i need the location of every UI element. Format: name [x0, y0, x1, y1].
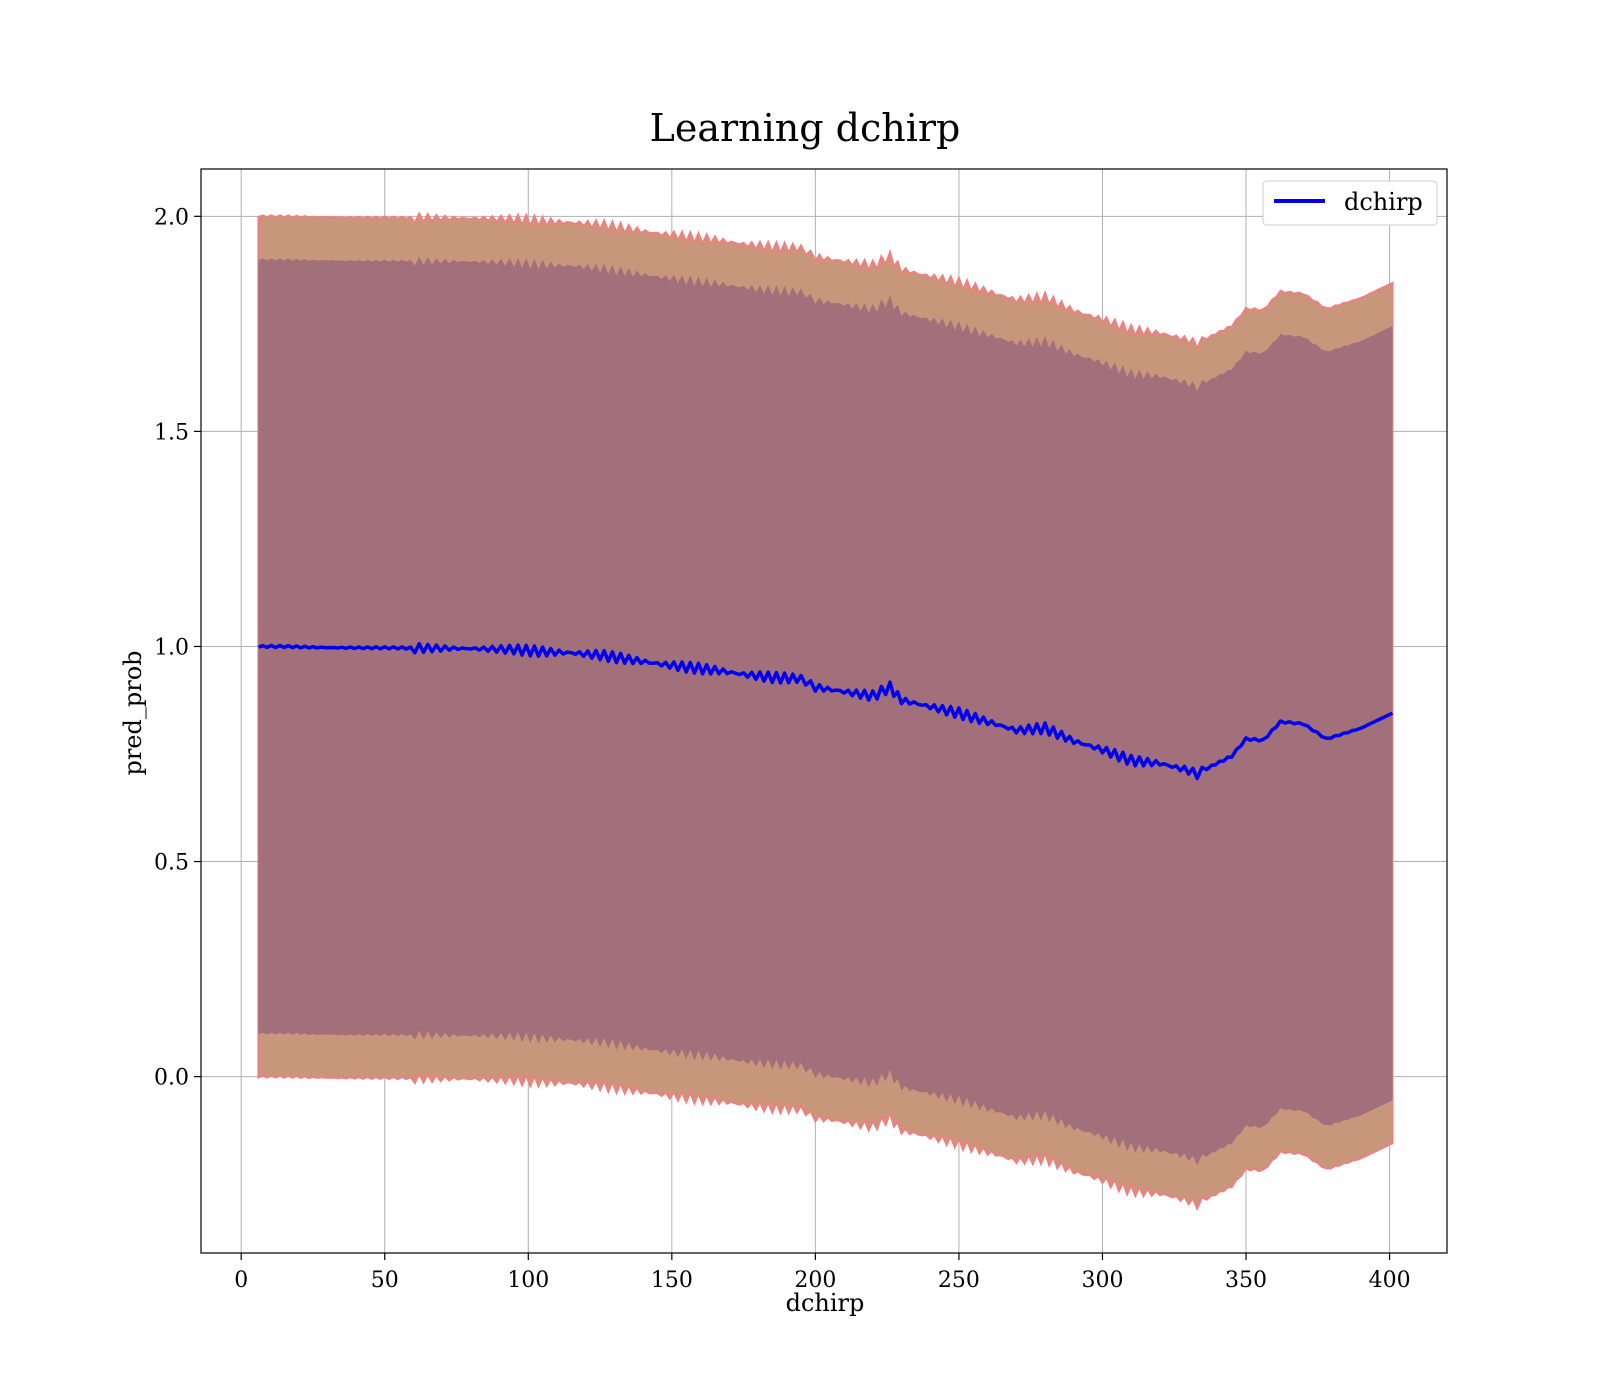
- x-tick-label-4: 200: [794, 1268, 836, 1293]
- confidence-bands: [257, 211, 1394, 1212]
- y-tick-label-1: 0.5: [154, 851, 189, 876]
- x-axis-label: dchirp: [786, 1289, 865, 1317]
- x-tick-label-1: 50: [371, 1268, 399, 1293]
- x-tick-label-2: 100: [507, 1268, 549, 1293]
- x-axis-ticks: 0 50 100 150 200 250 300 350 400: [234, 1253, 1411, 1293]
- x-tick-label-6: 300: [1081, 1268, 1123, 1293]
- chart-title: Learning dchirp: [650, 106, 961, 150]
- inner-band: [258, 256, 1393, 1166]
- y-tick-label-0: 0.0: [154, 1066, 189, 1091]
- x-tick-label-7: 350: [1225, 1268, 1267, 1293]
- legend-box: [1262, 180, 1438, 226]
- y-axis-label: pred_prob: [119, 650, 147, 775]
- series-lines: [257, 641, 1394, 781]
- legend: dchirp: [1262, 180, 1438, 226]
- plot-frame: [200, 168, 1448, 1254]
- x-tick-label-8: 400: [1369, 1268, 1411, 1293]
- x-tick-label-0: 0: [234, 1268, 248, 1293]
- y-tick-label-4: 2.0: [154, 205, 189, 230]
- x-tick-label-5: 250: [938, 1268, 980, 1293]
- x-tick-label-3: 150: [651, 1268, 693, 1293]
- y-axis-ticks: 0.0 0.5 1.0 1.5 2.0: [154, 205, 201, 1091]
- y-tick-label-2: 1.0: [154, 635, 189, 660]
- y-tick-label-3: 1.5: [154, 420, 189, 445]
- legend-entry-dchirp: dchirp: [1344, 188, 1423, 216]
- series-line-dchirp: [257, 641, 1394, 781]
